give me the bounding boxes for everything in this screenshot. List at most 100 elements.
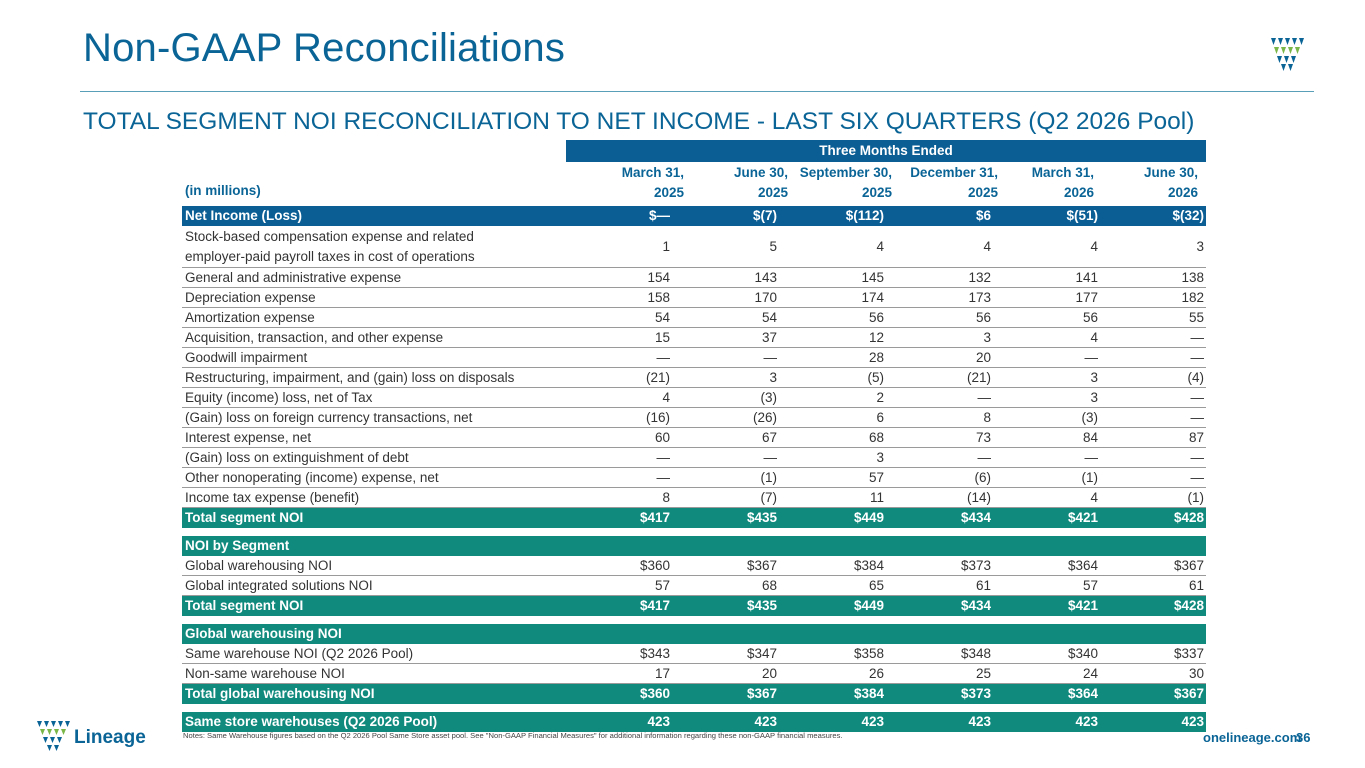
table-row: Global integrated solutions NOI 57 68 65…: [182, 576, 1206, 596]
cell: 57: [1082, 578, 1098, 593]
page-number: 36: [1296, 730, 1311, 745]
cell: $417: [639, 598, 670, 613]
row-label: Depreciation expense: [185, 290, 316, 305]
cell: 56: [975, 310, 991, 325]
cell: 12: [868, 330, 884, 345]
cell: 5: [769, 239, 777, 254]
cell: $417: [639, 510, 670, 525]
brand-wordmark: Lineage: [74, 727, 146, 748]
cell: $(112): [845, 208, 884, 223]
cell: 145: [861, 270, 884, 285]
cell: —: [763, 350, 778, 365]
cell: 423: [1181, 714, 1204, 729]
cell: —: [1190, 350, 1205, 365]
table-row: Acquisition, transaction, and other expe…: [182, 328, 1206, 348]
table-row: Global warehousing NOI $360 $367 $384 $3…: [182, 556, 1206, 576]
cell: —: [1084, 450, 1099, 465]
row-label: Global warehousing NOI: [185, 558, 333, 573]
cell: 17: [654, 666, 670, 681]
table-title: TOTAL SEGMENT NOI RECONCILIATION TO NET …: [83, 108, 1195, 135]
column-header: December 31, 2025: [910, 165, 998, 200]
total-row: Same store warehouses (Q2 2026 Pool) 423…: [182, 712, 1206, 732]
table-row: (Gain) loss on foreign currency transact…: [182, 408, 1206, 428]
section-header-row: Global warehousing NOI: [182, 624, 1206, 644]
table-row: Restructuring, impairment, and (gain) lo…: [182, 368, 1206, 388]
cell: 3: [876, 450, 884, 465]
cell: $421: [1067, 598, 1098, 613]
column-header: June 30, 2025: [733, 165, 788, 200]
cell: —: [1190, 410, 1205, 425]
cell: $435: [746, 598, 777, 613]
cell: 4: [1090, 490, 1098, 505]
cell: $367: [746, 686, 777, 701]
cell: $367: [1173, 686, 1204, 701]
three-months-ended-band: Three Months Ended: [566, 140, 1206, 162]
cell: —: [763, 450, 778, 465]
cell: $435: [746, 510, 777, 525]
cell: (3): [1081, 410, 1099, 425]
cell: 423: [861, 714, 884, 729]
table-row: Goodwill impairment — — 28 20 — —: [182, 348, 1206, 368]
row-label: Stock-based compensation expense and rel…: [185, 229, 475, 264]
cell: (6): [974, 470, 992, 485]
cell: 174: [861, 290, 884, 305]
section-header-row: NOI by Segment: [182, 536, 1206, 556]
cell: 25: [975, 666, 991, 681]
footnote: Notes: Same Warehouse figures based on t…: [183, 731, 843, 740]
cell: —: [1190, 330, 1205, 345]
cell: 423: [647, 714, 670, 729]
table-row: Non-same warehouse NOI 17 20 26 25 24 30: [182, 664, 1206, 684]
cell: $358: [853, 646, 884, 661]
cell: $360: [639, 686, 670, 701]
cell: 37: [761, 330, 777, 345]
table-row: Amortization expense 54 54 56 56 56 55: [182, 308, 1206, 328]
cell: 4: [1090, 330, 1098, 345]
cell: $449: [853, 598, 884, 613]
cell: —: [1190, 470, 1205, 485]
row-label: Global integrated solutions NOI: [185, 578, 373, 593]
cell: 65: [868, 578, 884, 593]
cell: $337: [1173, 646, 1204, 661]
cell: $347: [746, 646, 777, 661]
cell: —: [1190, 390, 1205, 405]
cell: —: [977, 390, 992, 405]
cell: 11: [869, 490, 884, 505]
cell: —: [977, 450, 992, 465]
cell: $367: [1173, 558, 1204, 573]
table-row: Equity (income) loss, net of Tax 4 (3) 2…: [182, 388, 1206, 408]
cell: $449: [853, 510, 884, 525]
table-row: Same warehouse NOI (Q2 2026 Pool) $343 $…: [182, 644, 1206, 664]
row-label: Other nonoperating (income) expense, net: [185, 470, 439, 485]
cell: 3: [1196, 239, 1204, 254]
cell: (5): [867, 370, 885, 385]
cell: 20: [975, 350, 991, 365]
cell: 173: [968, 290, 991, 305]
cell: 87: [1188, 430, 1204, 445]
table-row: (Gain) loss on extinguishment of debt — …: [182, 448, 1206, 468]
cell: $373: [960, 686, 991, 701]
row-label: (Gain) loss on extinguishment of debt: [185, 450, 409, 465]
row-label: Total global warehousing NOI: [185, 686, 375, 701]
lineage-brand-logo: Lineage: [37, 721, 146, 751]
cell: 423: [754, 714, 777, 729]
cell: 54: [761, 310, 777, 325]
cell: $373: [960, 558, 991, 573]
cell: 3: [1090, 390, 1098, 405]
website-link[interactable]: onelineage.com: [1203, 730, 1302, 745]
cell: 60: [654, 430, 670, 445]
cell: 182: [1181, 290, 1204, 305]
row-label: Net Income (Loss): [185, 208, 303, 223]
cell: 20: [761, 666, 777, 681]
cell: —: [656, 450, 671, 465]
cell: 2: [876, 390, 884, 405]
cell: $428: [1173, 598, 1204, 613]
title-divider: [80, 91, 1314, 92]
column-header: March 31, 2026: [1031, 165, 1094, 200]
cell: (1): [1081, 470, 1099, 485]
cell: 177: [1075, 290, 1098, 305]
cell: 68: [761, 578, 777, 593]
cell: (26): [752, 410, 777, 425]
table-row: Depreciation expense 158 170 174 173 177…: [182, 288, 1206, 308]
cell: $384: [853, 686, 884, 701]
cell: (14): [966, 490, 991, 505]
